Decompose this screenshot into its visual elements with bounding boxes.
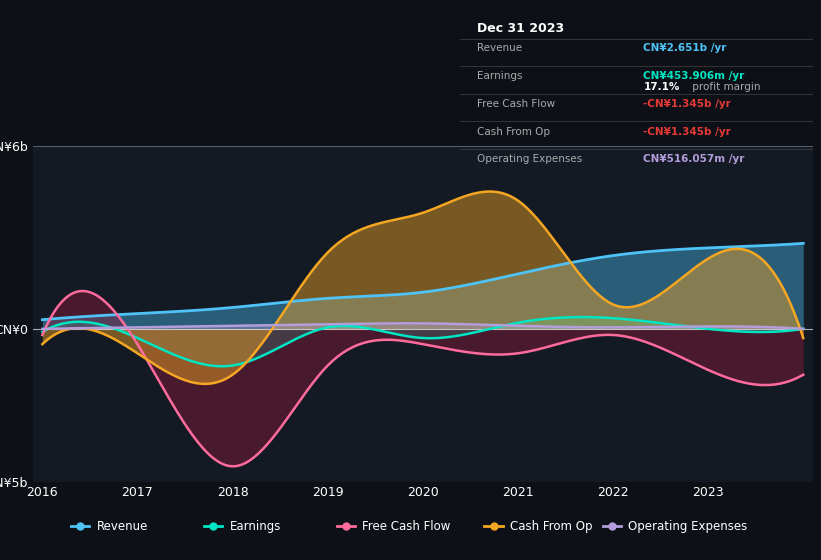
Text: -CN¥1.345b /yr: -CN¥1.345b /yr (644, 127, 731, 137)
Text: Earnings: Earnings (230, 520, 281, 533)
Text: Free Cash Flow: Free Cash Flow (478, 99, 556, 109)
Text: Dec 31 2023: Dec 31 2023 (478, 22, 565, 35)
Text: Earnings: Earnings (478, 71, 523, 81)
Text: -CN¥1.345b /yr: -CN¥1.345b /yr (644, 99, 731, 109)
Text: Revenue: Revenue (478, 43, 522, 53)
Text: Operating Expenses: Operating Expenses (629, 520, 748, 533)
Text: Free Cash Flow: Free Cash Flow (363, 520, 451, 533)
Text: CN¥2.651b /yr: CN¥2.651b /yr (644, 43, 727, 53)
Text: CN¥516.057m /yr: CN¥516.057m /yr (644, 154, 745, 164)
Text: Operating Expenses: Operating Expenses (478, 154, 583, 164)
Text: 17.1%: 17.1% (644, 82, 680, 92)
Text: CN¥453.906m /yr: CN¥453.906m /yr (644, 71, 745, 81)
Text: Revenue: Revenue (97, 520, 148, 533)
Text: Cash From Op: Cash From Op (478, 127, 550, 137)
Text: profit margin: profit margin (690, 82, 761, 92)
Text: Cash From Op: Cash From Op (511, 520, 593, 533)
